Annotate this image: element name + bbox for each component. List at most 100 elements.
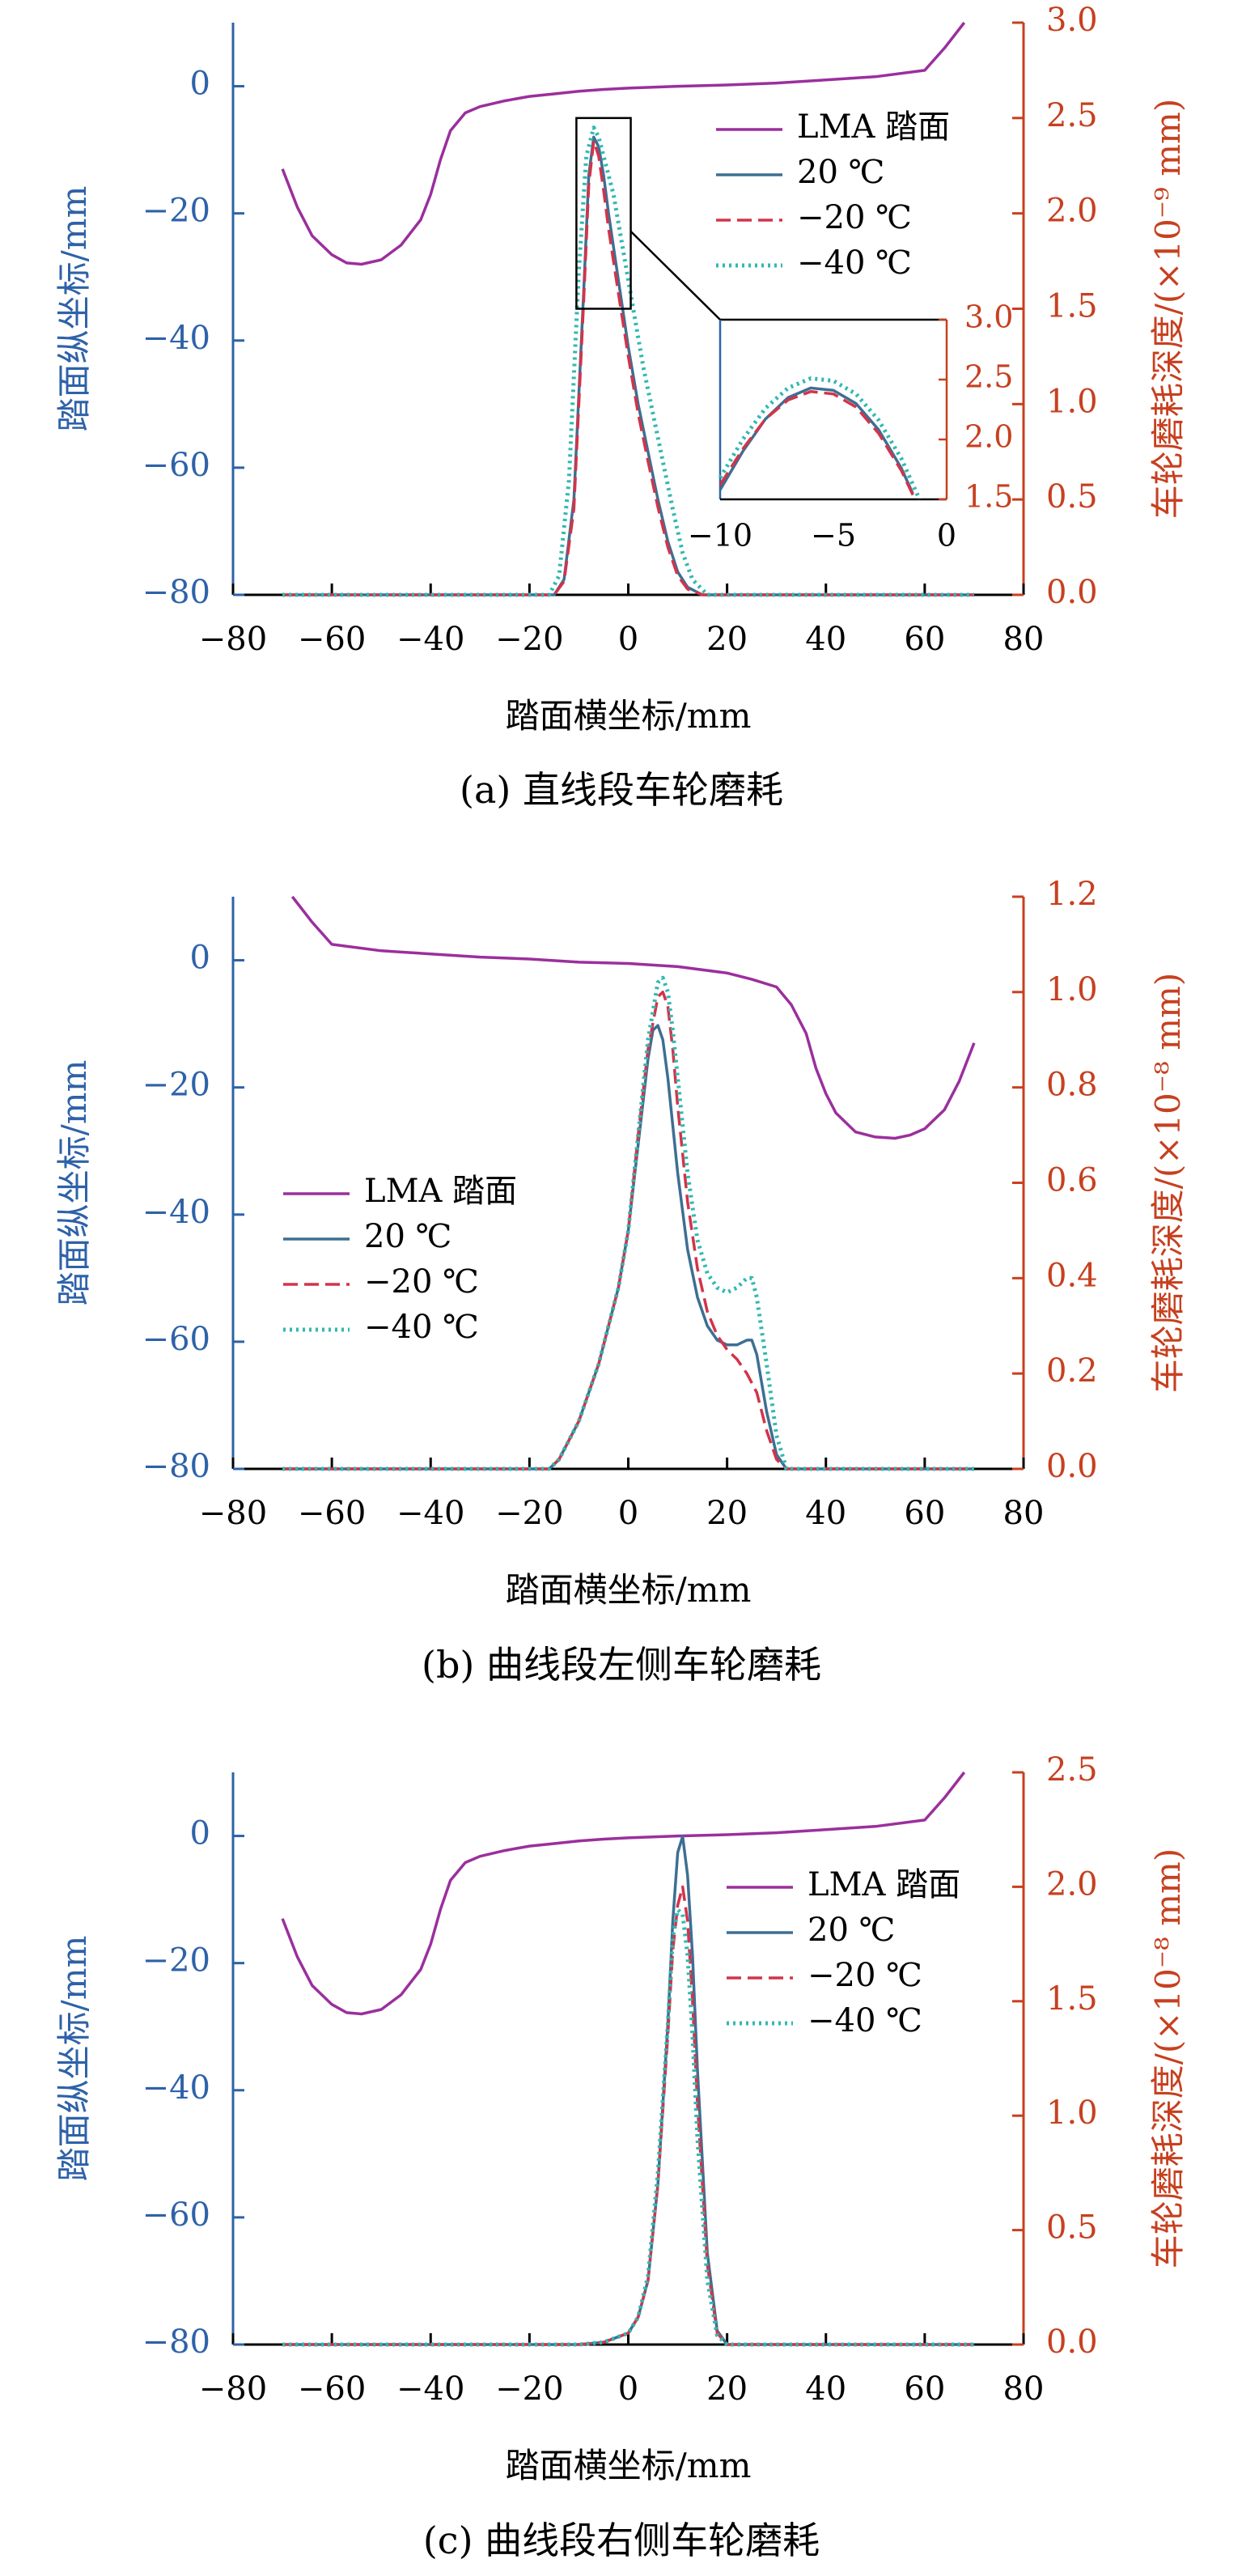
inset-y-tick-label: 2.0 [964, 419, 1013, 455]
series-line-1 [282, 135, 974, 596]
right-tick-label: 2.0 [1046, 1865, 1098, 1903]
left-tick-label: −60 [142, 1321, 210, 1358]
zoom-connector-line [629, 230, 721, 320]
x-tick-label: 0 [618, 1495, 638, 1532]
x-tick-label: −60 [298, 1495, 366, 1532]
inset-x-tick-label: −10 [688, 518, 752, 554]
x-axis-label: 踏面横坐标/mm [506, 696, 752, 736]
right-tick-label: 2.5 [1046, 97, 1098, 134]
legend-entry-0: LMA 踏面 [808, 1866, 960, 1903]
legend-entry-3: −40 ℃ [797, 244, 912, 282]
panel-caption: (c) 曲线段右侧车轮磨耗 [423, 2519, 820, 2562]
chart-panel-a: −80 −60 −40 −20 0 20 40 60 80 0 −20 −40 −60 −80 0.0 0.5… [54, 2, 1188, 812]
series-line-2 [282, 1885, 974, 2346]
left-axis-label: 踏面纵坐标/mm [54, 1936, 94, 2182]
right-tick-label: 0.8 [1046, 1067, 1098, 1104]
inset-background [720, 320, 947, 499]
legend-entry-0: LMA 踏面 [797, 108, 950, 146]
x-tick-label: 60 [904, 621, 945, 658]
left-tick-label: 0 [190, 1815, 210, 1852]
x-axis-label: 踏面横坐标/mm [506, 2446, 752, 2485]
series-line-2 [282, 991, 974, 1470]
legend-entry-2: −20 ℃ [364, 1263, 479, 1301]
inset-x-tick-label: −5 [811, 518, 856, 554]
legend-entry-0: LMA 踏面 [364, 1173, 517, 1210]
series-line-3 [282, 975, 974, 1471]
inset-series-line-2 [718, 376, 922, 501]
x-tick-label: 0 [618, 621, 638, 658]
x-axis-label: 踏面横坐标/mm [506, 1570, 752, 1610]
left-tick-label: 0 [190, 940, 210, 977]
left-tick-label: −40 [142, 1194, 210, 1231]
panel-caption: (a) 直线段车轮磨耗 [460, 768, 783, 812]
x-tick-label: 20 [706, 2370, 748, 2408]
legend-entry-2: −20 ℃ [797, 199, 912, 236]
right-axis-label: 车轮磨耗深度/(×10⁻⁹ mm) [1148, 99, 1188, 520]
left-tick-label: −80 [142, 2323, 210, 2361]
left-axis-label: 踏面纵坐标/mm [54, 186, 94, 432]
series-line-0 [281, 21, 966, 266]
legend-entry-1: 20 ℃ [364, 1218, 451, 1255]
right-tick-label: 2.5 [1046, 1751, 1098, 1789]
right-tick-label: 1.5 [1046, 1980, 1098, 2018]
chart-panel-c: −80 −60 −40 −20 0 20 40 60 80 0 −20 −40 −60 −80 0.0 0.5… [54, 1751, 1188, 2562]
right-tick-label: 0.4 [1046, 1257, 1098, 1294]
right-tick-label: 2.0 [1046, 193, 1098, 230]
legend-entry-1: 20 ℃ [797, 154, 884, 191]
x-tick-label: −60 [298, 621, 366, 658]
inset-series-line-0 [718, 386, 914, 494]
x-tick-label: −20 [495, 2370, 563, 2408]
left-tick-label: −80 [142, 1448, 210, 1485]
x-tick-label: −40 [396, 621, 464, 658]
right-tick-label: 0.0 [1046, 2323, 1098, 2361]
inset-y-tick-label: 3.0 [964, 299, 1013, 335]
x-tick-label: 80 [1003, 1495, 1045, 1532]
legend-entry-3: −40 ℃ [808, 2002, 922, 2039]
left-tick-label: −60 [142, 2196, 210, 2234]
left-tick-label: −80 [142, 574, 210, 611]
right-tick-label: 3.0 [1046, 2, 1098, 39]
left-tick-label: −60 [142, 447, 210, 484]
legend-entry-1: 20 ℃ [808, 1912, 895, 1949]
series-line-2 [282, 139, 974, 596]
left-tick-label: −40 [142, 320, 210, 357]
x-tick-label: 80 [1003, 2370, 1045, 2408]
right-tick-label: 0.5 [1046, 478, 1098, 516]
x-tick-label: 40 [805, 1495, 846, 1532]
series-line-3 [282, 1908, 974, 2347]
right-axis-label: 车轮磨耗深度/(×10⁻⁸ mm) [1148, 1848, 1188, 2269]
right-axis-label: 车轮磨耗深度/(×10⁻⁸ mm) [1148, 973, 1188, 1394]
series-line-0 [290, 895, 976, 1140]
x-tick-label: 0 [618, 2370, 638, 2408]
x-tick-label: 40 [805, 2370, 846, 2408]
left-tick-label: −40 [142, 2069, 210, 2107]
left-tick-label: −20 [142, 193, 210, 230]
x-tick-label: −60 [298, 2370, 366, 2408]
legend: LMA 踏面 20 ℃ −20 ℃ −40 ℃ [716, 108, 950, 282]
x-tick-label: 40 [805, 621, 846, 658]
inset-y-tick-label: 1.5 [964, 479, 1013, 515]
panel-caption: (b) 曲线段左侧车轮磨耗 [422, 1643, 821, 1687]
chart-panel-b: −80 −60 −40 −20 0 20 40 60 80 0 −20 −40 −60 −80 0.0 0.2… [54, 876, 1188, 1687]
x-tick-label: −40 [396, 2370, 464, 2408]
right-tick-label: 0.2 [1046, 1352, 1098, 1390]
x-tick-label: 20 [706, 621, 748, 658]
x-tick-label: −80 [199, 621, 267, 658]
legend: LMA 踏面 20 ℃ −20 ℃ −40 ℃ [727, 1866, 960, 2039]
x-tick-label: −80 [199, 1495, 267, 1532]
x-tick-label: −40 [396, 1495, 464, 1532]
right-tick-label: 1.5 [1046, 288, 1098, 325]
x-tick-label: 60 [904, 1495, 945, 1532]
x-tick-label: −20 [495, 1495, 563, 1532]
legend-entry-3: −40 ℃ [364, 1309, 479, 1346]
x-tick-label: −20 [495, 621, 563, 658]
series-line-0 [281, 1771, 966, 2016]
inset-series-line-1 [718, 390, 917, 500]
right-tick-label: 0.5 [1046, 2209, 1098, 2247]
legend-entry-2: −20 ℃ [808, 1957, 922, 1994]
x-tick-label: 80 [1003, 621, 1045, 658]
right-tick-label: 1.0 [1046, 971, 1098, 1008]
zoom-region-box [575, 117, 632, 310]
x-tick-label: 60 [904, 2370, 945, 2408]
